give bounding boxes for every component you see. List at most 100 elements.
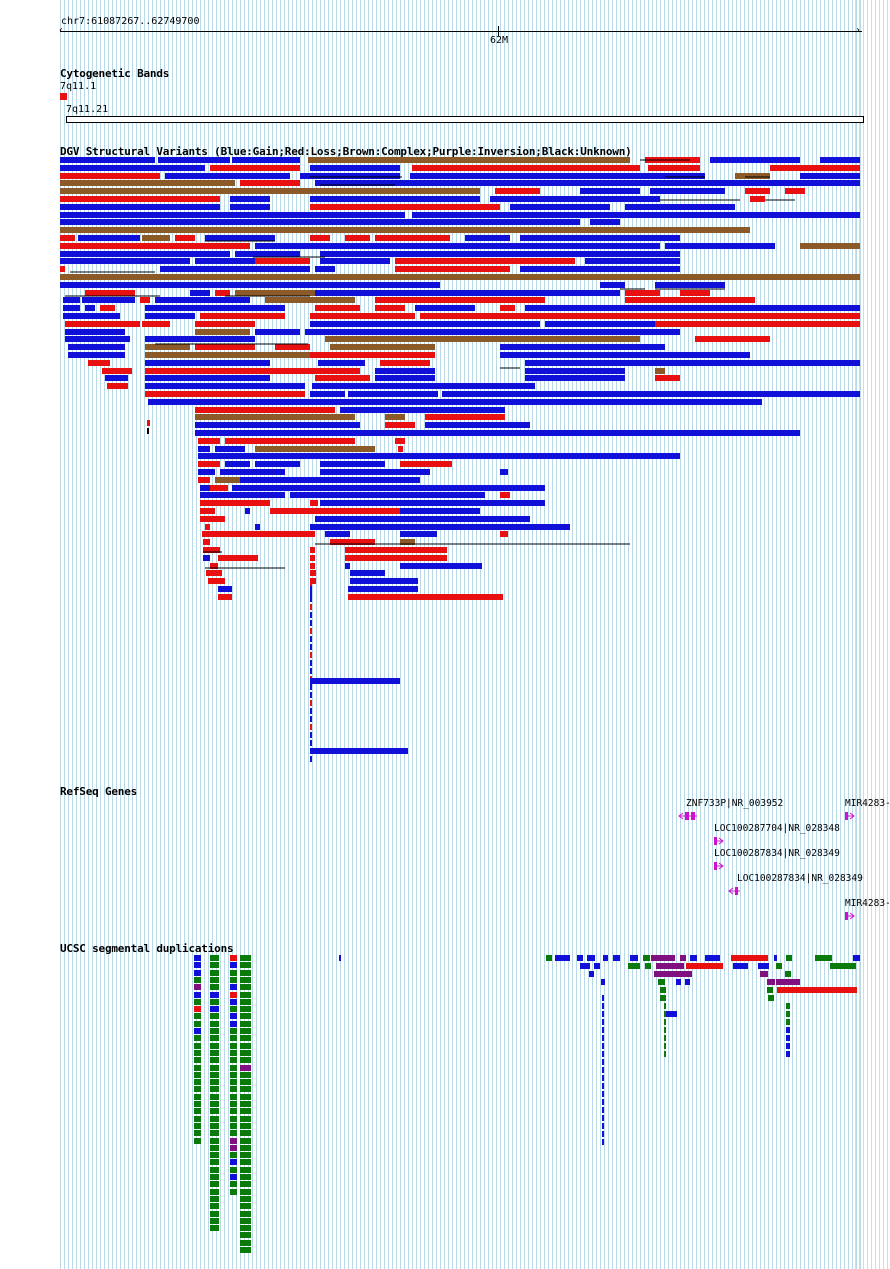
dgv-variant[interactable] (500, 305, 515, 311)
dgv-variant[interactable] (655, 321, 860, 327)
dgv-variant[interactable] (148, 399, 762, 405)
segdup-feature[interactable] (664, 1035, 666, 1041)
gene-glyph-loc100287834-a[interactable] (718, 862, 724, 870)
dgv-variant[interactable] (625, 297, 755, 303)
segdup-feature[interactable] (594, 963, 600, 969)
segdup-feature[interactable] (230, 1174, 237, 1180)
dgv-variant[interactable] (345, 235, 370, 241)
dgv-variant[interactable] (375, 305, 405, 311)
segdup-feature[interactable] (210, 1094, 219, 1100)
dgv-variant[interactable] (310, 716, 312, 722)
segdup-feature[interactable] (613, 955, 620, 961)
segdup-feature[interactable] (602, 1099, 604, 1105)
segdup-feature[interactable] (602, 1091, 604, 1097)
dgv-variant[interactable] (205, 524, 210, 530)
segdup-feature[interactable] (786, 1011, 790, 1017)
segdup-feature[interactable] (776, 963, 782, 969)
dgv-variant[interactable] (340, 407, 505, 413)
segdup-feature[interactable] (705, 955, 720, 961)
gene-glyph-znf733p[interactable] (691, 812, 695, 820)
dgv-variant[interactable] (310, 588, 312, 594)
dgv-variant[interactable] (525, 375, 625, 381)
dgv-variant[interactable] (400, 531, 437, 537)
segdup-feature[interactable] (685, 979, 690, 985)
dgv-variant[interactable] (142, 235, 170, 241)
segdup-feature[interactable] (628, 963, 640, 969)
segdup-feature[interactable] (786, 1019, 790, 1025)
dgv-variant[interactable] (785, 188, 805, 194)
segdup-feature[interactable] (194, 1006, 201, 1012)
segdup-feature[interactable] (589, 971, 594, 977)
dgv-variant[interactable] (195, 407, 335, 413)
segdup-feature[interactable] (194, 1079, 201, 1085)
dgv-variant[interactable] (225, 461, 250, 467)
dgv-variant[interactable] (145, 344, 190, 350)
segdup-feature[interactable] (210, 1028, 219, 1034)
segdup-feature[interactable] (577, 955, 583, 961)
segdup-feature[interactable] (194, 970, 201, 976)
segdup-feature[interactable] (240, 1196, 251, 1202)
dgv-variant[interactable] (270, 508, 400, 514)
dgv-variant[interactable] (375, 368, 435, 374)
dgv-variant[interactable] (218, 594, 232, 600)
segdup-feature[interactable] (660, 995, 666, 1001)
dgv-variant[interactable] (415, 305, 475, 311)
segdup-feature[interactable] (240, 1123, 251, 1129)
segdup-feature[interactable] (602, 1043, 604, 1049)
gene-label-mir4283-a[interactable]: MIR4283- (845, 798, 890, 809)
dgv-variant[interactable] (60, 282, 160, 288)
dgv-variant[interactable] (580, 188, 640, 194)
dgv-variant[interactable] (200, 508, 215, 514)
dgv-variant[interactable] (500, 469, 508, 475)
dgv-variant[interactable] (348, 586, 418, 592)
segdup-feature[interactable] (210, 1101, 219, 1107)
dgv-variant[interactable] (320, 469, 430, 475)
segdup-feature[interactable] (230, 1072, 237, 1078)
dgv-variant[interactable] (310, 660, 312, 666)
segdup-feature[interactable] (768, 995, 774, 1001)
segdup-feature[interactable] (651, 955, 675, 961)
dgv-variant[interactable] (375, 297, 545, 303)
dgv-variant[interactable] (400, 563, 482, 569)
dgv-variant[interactable] (310, 391, 345, 397)
segdup-feature[interactable] (210, 955, 219, 961)
segdup-feature[interactable] (602, 1011, 604, 1017)
segdup-feature[interactable] (602, 1027, 604, 1033)
dgv-variant[interactable] (315, 266, 335, 272)
dgv-variant[interactable] (412, 212, 860, 218)
segdup-feature[interactable] (758, 963, 769, 969)
segdup-feature[interactable] (230, 984, 237, 990)
dgv-variant[interactable] (160, 282, 440, 288)
segdup-feature[interactable] (194, 1101, 201, 1107)
segdup-feature[interactable] (602, 1051, 604, 1057)
dgv-variant[interactable] (750, 196, 765, 202)
dgv-variant[interactable] (310, 692, 312, 698)
dgv-variant[interactable] (63, 305, 80, 311)
segdup-feature[interactable] (240, 1086, 251, 1092)
dgv-variant[interactable] (210, 165, 300, 171)
dgv-variant[interactable] (100, 305, 115, 311)
segdup-feature[interactable] (240, 1006, 251, 1012)
dgv-variant[interactable] (305, 329, 680, 335)
segdup-feature[interactable] (240, 984, 251, 990)
dgv-variant[interactable] (63, 297, 80, 303)
dgv-variant[interactable] (345, 555, 447, 561)
segdup-feature[interactable] (580, 963, 590, 969)
dgv-variant[interactable] (480, 180, 860, 186)
dgv-variant[interactable] (310, 684, 312, 690)
dgv-variant[interactable] (525, 368, 625, 374)
dgv-variant[interactable] (310, 628, 312, 634)
gene-label-loc100287704[interactable]: LOC100287704|NR_028348 (714, 823, 840, 834)
segdup-feature[interactable] (210, 1079, 219, 1085)
dgv-variant[interactable] (198, 469, 215, 475)
dgv-variant[interactable] (200, 500, 270, 506)
segdup-feature[interactable] (240, 1079, 251, 1085)
segdup-feature[interactable] (240, 999, 251, 1005)
dgv-variant[interactable] (310, 500, 318, 506)
dgv-variant[interactable] (425, 414, 505, 420)
segdup-feature[interactable] (339, 955, 341, 961)
segdup-feature[interactable] (194, 1021, 201, 1027)
segdup-feature[interactable] (230, 1065, 237, 1071)
segdup-feature[interactable] (210, 1159, 219, 1165)
dgv-variant[interactable] (78, 235, 140, 241)
